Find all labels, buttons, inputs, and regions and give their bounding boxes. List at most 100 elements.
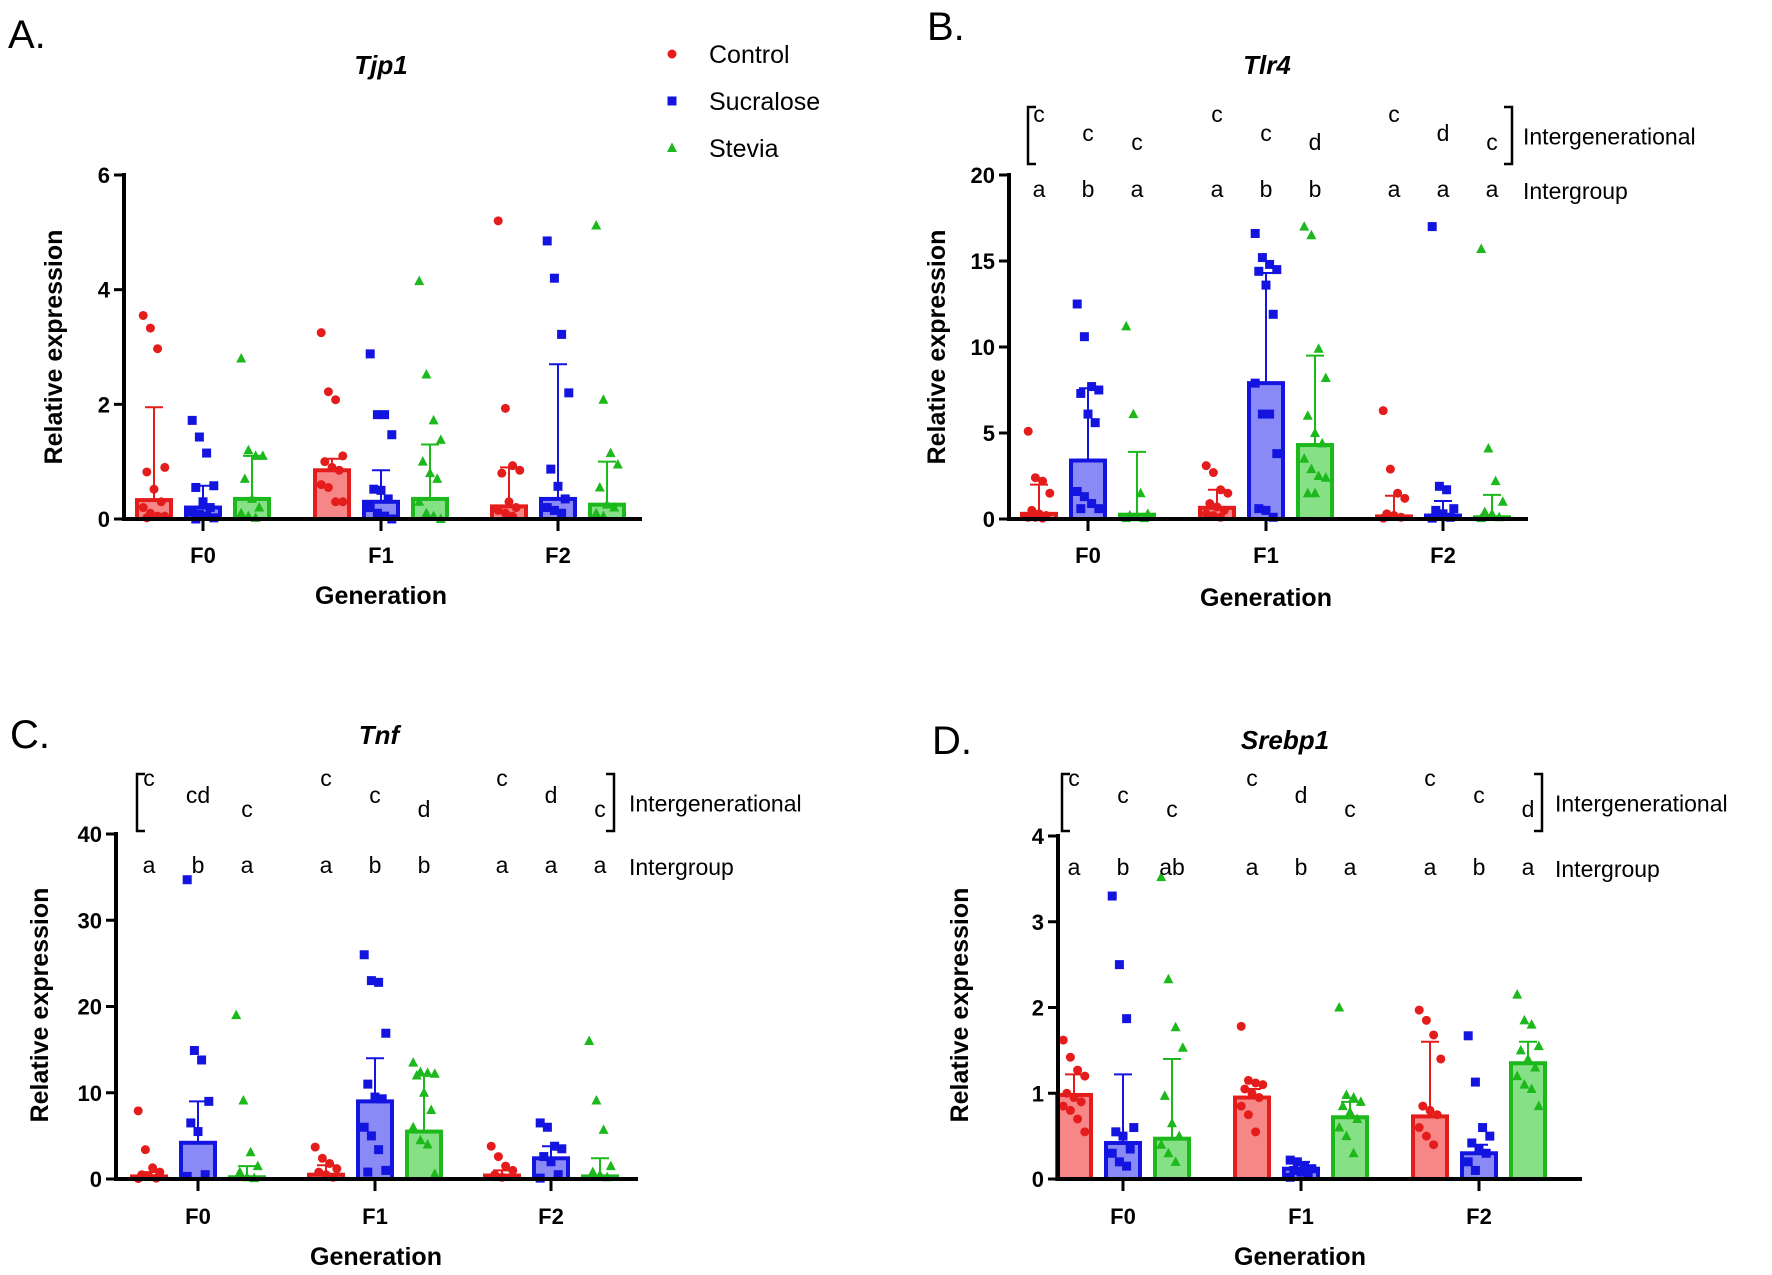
bracket-right (606, 772, 616, 833)
panel-srebp1: D. Srebp1 Relative expression Generation 0 1 2… (932, 719, 1728, 1271)
data-point (317, 1153, 327, 1163)
data-point (149, 484, 159, 494)
intergenerational-letter: c (1082, 120, 1094, 146)
data-point (1289, 1165, 1299, 1175)
data-point (1250, 378, 1260, 388)
data-point (1300, 1161, 1310, 1171)
data-point (327, 462, 337, 472)
data-point (238, 1095, 249, 1105)
data-point (209, 481, 219, 491)
data-point (1065, 1105, 1075, 1115)
data-point (1512, 989, 1523, 999)
intergroup-letter: b (192, 852, 205, 878)
panel-tnf: C. Tnf Relative expression Generation 0 10 20 3… (10, 713, 802, 1271)
data-point (191, 482, 201, 492)
data-point (316, 480, 326, 490)
data-point (539, 1152, 549, 1162)
data-point (1072, 486, 1082, 496)
data-point (1429, 1030, 1439, 1040)
data-point (1272, 449, 1282, 459)
data-point (1487, 508, 1497, 518)
data-point (612, 459, 623, 469)
data-point (497, 468, 507, 478)
data-point (1254, 504, 1264, 514)
data-point (234, 1166, 245, 1177)
data-point (1079, 492, 1089, 502)
data-point (493, 505, 503, 515)
data-point (1519, 1014, 1530, 1025)
data-point (370, 1092, 380, 1102)
data-point (1135, 487, 1146, 498)
data-point (1205, 499, 1215, 509)
y-tick-label: 30 (78, 908, 102, 933)
data-point (332, 1164, 342, 1174)
data-point (1268, 309, 1278, 319)
data-point (1163, 973, 1174, 984)
data-point (323, 482, 333, 492)
data-point (1261, 280, 1271, 290)
data-point (1519, 1079, 1530, 1089)
x-tick-label: F1 (368, 543, 394, 568)
legend-label-stevia: Stevia (709, 135, 779, 163)
data-point (490, 1170, 500, 1180)
data-point (323, 387, 333, 397)
data-point (1478, 1123, 1488, 1133)
data-point (1076, 1097, 1086, 1107)
data-point (508, 1165, 518, 1175)
data-point (1065, 1052, 1075, 1062)
data-point (1265, 409, 1275, 419)
data-point (1251, 1078, 1261, 1088)
chart-title: Srebp1 (1241, 725, 1329, 755)
data-point (331, 395, 341, 405)
intergenerational-letter: c (143, 765, 155, 791)
data-point (365, 349, 375, 359)
data-point (1069, 1093, 1079, 1103)
data-point (369, 484, 379, 494)
data-point (542, 503, 552, 513)
data-point (1122, 1014, 1132, 1024)
intergenerational-letter: c (1486, 129, 1498, 155)
data-point (1429, 1140, 1439, 1150)
intergroup-label: Intergroup (1555, 856, 1660, 882)
data-point (1118, 1131, 1128, 1141)
y-axis-label: Relative expression (26, 888, 54, 1123)
data-point (310, 1142, 320, 1152)
data-point (331, 497, 341, 507)
intergroup-letter: b (418, 852, 431, 878)
data-point (591, 1095, 602, 1105)
bracket-left (1026, 105, 1036, 166)
bar-stevia-F2 (1509, 1061, 1547, 1182)
data-point (1219, 505, 1229, 515)
y-tick-label: 10 (971, 335, 995, 360)
data-point (363, 1079, 373, 1089)
data-point (1122, 1161, 1132, 1171)
y-tick-label: 10 (78, 1081, 102, 1106)
data-point (557, 329, 567, 339)
data-point (189, 1045, 199, 1055)
data-point (535, 1118, 545, 1128)
data-point (1334, 1122, 1345, 1132)
data-point (1058, 1035, 1068, 1045)
x-axis-label: Generation (315, 582, 447, 610)
legend-label-control: Control (709, 41, 790, 69)
data-point (549, 273, 559, 283)
data-point (1378, 406, 1388, 416)
y-tick-label: 20 (971, 163, 995, 188)
data-point (145, 323, 155, 333)
intergroup-letter: a (143, 852, 156, 878)
y-tick-label: 0 (1032, 1167, 1044, 1192)
intergenerational-letter: c (1211, 101, 1223, 127)
data-point (1337, 1100, 1348, 1111)
data-point (1080, 1071, 1090, 1081)
bracket-left (135, 772, 145, 833)
data-point (1296, 1167, 1306, 1177)
y-axis-label: Relative expression (923, 230, 951, 465)
data-point (553, 1170, 563, 1180)
data-point (325, 1158, 335, 1168)
data-point (1223, 488, 1233, 498)
data-point (321, 1170, 331, 1180)
data-point (374, 1145, 384, 1155)
data-point (426, 1104, 437, 1114)
data-point (366, 1131, 376, 1141)
data-point (1038, 476, 1048, 486)
